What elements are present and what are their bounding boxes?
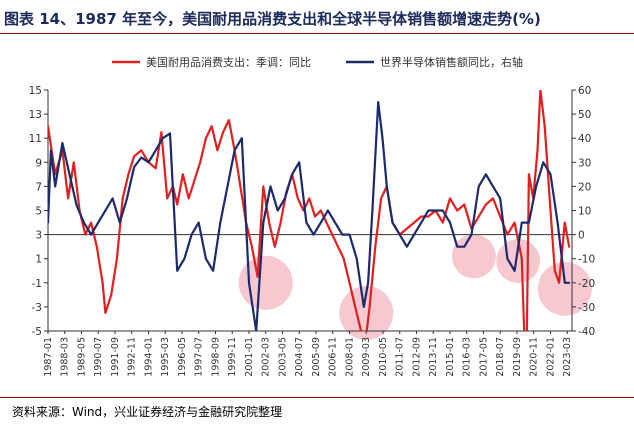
left-tick-label: 11 — [29, 133, 42, 145]
x-tick-label: 2002-03 — [261, 337, 272, 377]
x-tick-label: 1987-01 — [43, 337, 54, 377]
series-layer — [48, 90, 571, 331]
left-tick-label: 3 — [35, 230, 42, 242]
x-tick-label: 1989-05 — [76, 337, 87, 377]
x-tick-label: 2017-05 — [478, 337, 489, 377]
x-tick-label: 2022-01 — [545, 337, 556, 377]
right-tick-label: -40 — [578, 326, 595, 338]
x-tick-label: 1990-07 — [93, 337, 104, 377]
x-tick-label: 2015-01 — [445, 337, 456, 377]
x-tick-label: 2005-09 — [311, 337, 322, 377]
x-tick-label: 1999-11 — [227, 337, 238, 377]
series-line-semiconductor — [48, 100, 571, 331]
right-tick-label: -20 — [578, 278, 595, 290]
x-tick-label: 1992-11 — [127, 337, 138, 377]
x-tick-label: 2004-07 — [294, 337, 305, 377]
source-note: 资料来源：Wind，兴业证券经济与金融研究院整理 — [12, 405, 283, 419]
right-tick-label: 60 — [578, 85, 591, 97]
line-chart: -5-3-113579111315-40-30-20-1001020304050… — [29, 55, 596, 377]
legend: 美国耐用品消费支出：季调：同比 世界半导体销售额同比，右轴 — [112, 55, 523, 69]
highlight-circle — [451, 234, 496, 279]
legend-label: 世界半导体销售额同比，右轴 — [380, 55, 523, 69]
left-tick-label: 1 — [35, 254, 42, 266]
x-tick-label: 1991-09 — [110, 337, 121, 377]
x-tick-label: 2013-11 — [428, 337, 439, 377]
legend-label: 美国耐用品消费支出：季调：同比 — [146, 55, 311, 69]
x-tick-label: 2010-05 — [378, 337, 389, 377]
left-tick-label: 5 — [35, 206, 42, 218]
x-tick-label: 1997-07 — [194, 337, 205, 377]
left-tick-label: 15 — [29, 85, 42, 97]
x-tick-label: 1998-09 — [210, 337, 221, 377]
x-tick-label: 2011-07 — [395, 337, 406, 377]
x-tick-label: 2023-03 — [562, 337, 573, 377]
x-tick-label: 2001-01 — [244, 337, 255, 377]
right-tick-label: 40 — [578, 133, 591, 145]
x-tick-label: 1994-01 — [143, 337, 154, 377]
right-tick-label: -10 — [578, 254, 595, 266]
left-tick-label: 7 — [35, 181, 42, 193]
x-tick-label: 1988-03 — [60, 337, 71, 377]
x-tick-label: 2009-03 — [361, 337, 372, 377]
left-tick-label: 13 — [29, 109, 42, 121]
right-tick-label: -30 — [578, 302, 595, 314]
highlight-circle — [238, 255, 293, 310]
right-tick-label: 30 — [578, 157, 591, 169]
x-tick-label: 2006-11 — [328, 337, 339, 377]
left-tick-label: -5 — [32, 326, 42, 338]
x-tick-label: 2018-07 — [495, 337, 506, 377]
chart-title: 图表 14、1987 年至今，美国耐用品消费支出和全球半导体销售额增速走势(%) — [4, 10, 541, 28]
right-tick-label: 50 — [578, 109, 591, 121]
x-tick-label: 1995-03 — [160, 337, 171, 377]
left-tick-label: 9 — [35, 157, 42, 169]
axes — [47, 90, 573, 332]
x-tick-label: 2008-01 — [344, 337, 355, 377]
left-tick-label: -3 — [32, 302, 42, 314]
x-tick-label: 2003-05 — [277, 337, 288, 377]
x-tick-label: 2019-09 — [512, 337, 523, 377]
right-tick-label: 20 — [578, 181, 591, 193]
x-tick-label: 2020-11 — [529, 337, 540, 377]
x-tick-label: 2016-03 — [462, 337, 473, 377]
left-tick-label: -1 — [32, 278, 42, 290]
title-divider — [0, 33, 634, 34]
right-tick-label: 10 — [578, 206, 591, 218]
right-tick-label: 0 — [578, 230, 585, 242]
title-bar: 图表 14、1987 年至今，美国耐用品消费支出和全球半导体销售额增速走势(%) — [0, 0, 634, 34]
tick-labels: -5-3-113579111315-40-30-20-1001020304050… — [29, 85, 596, 377]
series-line-durable-goods — [48, 90, 571, 331]
source-divider — [0, 397, 634, 398]
highlight-circle — [537, 261, 592, 316]
x-tick-label: 2012-09 — [411, 337, 422, 377]
x-tick-label: 1996-05 — [177, 337, 188, 377]
highlight-circles — [238, 234, 592, 340]
